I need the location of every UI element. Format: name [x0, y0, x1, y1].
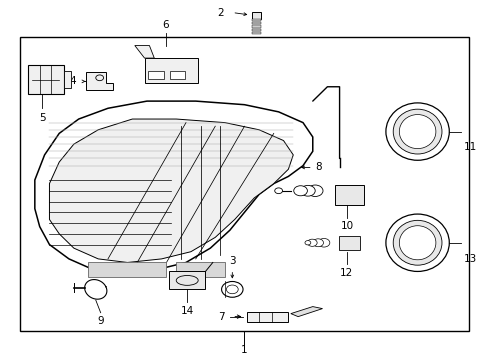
Bar — [168, 271, 205, 289]
Text: 14: 14 — [180, 306, 193, 315]
Bar — [144, 58, 198, 83]
Bar — [64, 71, 71, 88]
Polygon shape — [135, 45, 154, 58]
Circle shape — [307, 185, 323, 197]
Bar — [251, 32, 260, 34]
Circle shape — [312, 239, 323, 247]
Text: 12: 12 — [340, 268, 353, 278]
Ellipse shape — [385, 214, 448, 271]
Polygon shape — [86, 72, 113, 90]
Bar — [251, 29, 260, 31]
Text: 11: 11 — [463, 142, 476, 152]
Ellipse shape — [385, 103, 448, 160]
Bar — [176, 262, 224, 277]
Circle shape — [274, 188, 282, 194]
Ellipse shape — [392, 220, 441, 265]
Text: 9: 9 — [97, 316, 104, 326]
Bar — [338, 235, 359, 250]
Bar — [246, 312, 288, 321]
Bar — [20, 37, 468, 330]
Bar — [27, 65, 64, 94]
Polygon shape — [35, 101, 312, 273]
Text: 1: 1 — [241, 345, 247, 355]
Circle shape — [221, 282, 243, 297]
Circle shape — [318, 238, 329, 247]
Ellipse shape — [399, 114, 435, 149]
Bar — [251, 26, 260, 28]
Text: 6: 6 — [163, 20, 169, 30]
Text: 8: 8 — [315, 162, 321, 172]
Ellipse shape — [399, 226, 435, 260]
Text: 7: 7 — [218, 312, 224, 321]
Polygon shape — [290, 307, 322, 317]
Text: 2: 2 — [216, 8, 223, 18]
Circle shape — [293, 186, 307, 196]
Bar — [169, 71, 185, 79]
Text: 5: 5 — [39, 113, 45, 123]
Bar — [88, 262, 166, 277]
Bar — [251, 19, 260, 21]
Text: 3: 3 — [228, 256, 235, 266]
Bar — [251, 22, 260, 24]
Ellipse shape — [392, 109, 441, 154]
Circle shape — [305, 240, 310, 245]
Text: 13: 13 — [463, 253, 476, 264]
Circle shape — [307, 239, 317, 246]
Polygon shape — [49, 119, 293, 262]
Circle shape — [300, 185, 315, 196]
Bar — [334, 185, 363, 205]
Bar — [251, 12, 260, 19]
Bar — [148, 71, 163, 79]
Text: 10: 10 — [340, 221, 353, 231]
Text: 4: 4 — [69, 76, 76, 86]
